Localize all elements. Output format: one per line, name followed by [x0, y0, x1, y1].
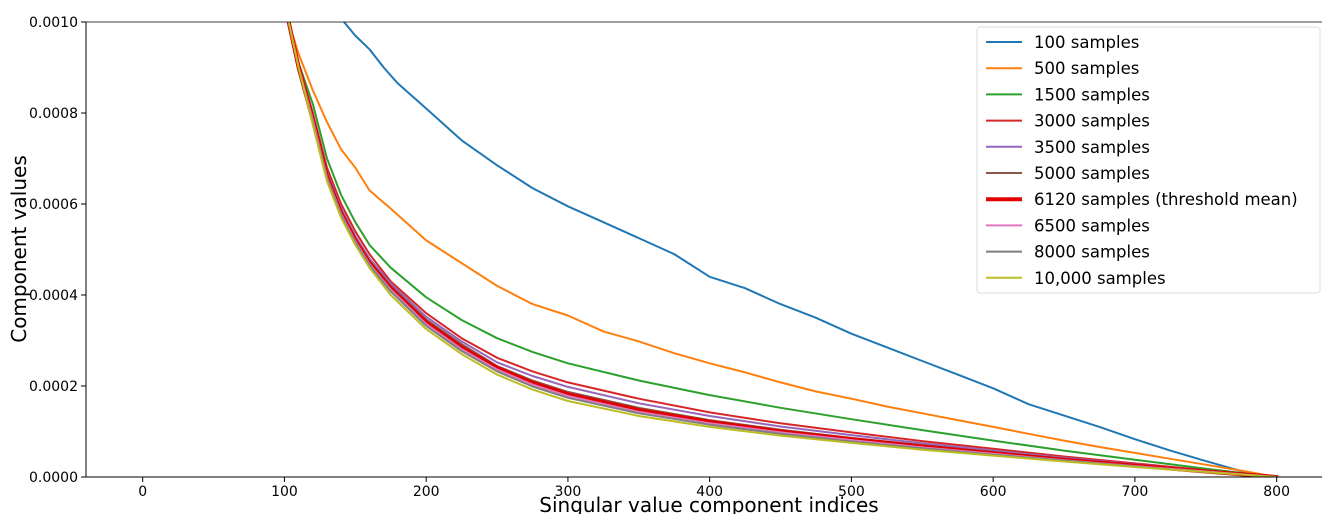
y-tick-label: 0.0000	[29, 470, 78, 486]
legend: 100 samples 500 samples 1500 samples 3000 s…	[976, 26, 1321, 294]
legend-label-5: 5000 samples	[1034, 164, 1150, 183]
series-line-9	[287, 22, 1278, 477]
y-tick-label: 0.0002	[29, 379, 78, 395]
axes: 0 100 200 300 400 500 600 700 800 0.0000 0.0002 0.0…	[29, 15, 1322, 500]
x-tick-label: 200	[413, 484, 440, 500]
y-tick-label: 0.0006	[29, 197, 78, 213]
y-tick-label: 0.0008	[29, 106, 78, 122]
series-line-1	[287, 22, 1278, 477]
legend-label-9: 10,000 samples	[1034, 269, 1166, 288]
x-tick-label: 100	[271, 484, 298, 500]
legend-label-0: 100 samples	[1034, 33, 1139, 52]
y-tick-label: 0.0004	[29, 288, 78, 304]
x-tick-label: 600	[980, 484, 1007, 500]
x-tick-label: 0	[138, 484, 147, 500]
legend-label-2: 1500 samples	[1034, 85, 1150, 104]
y-axis-label: Component values	[7, 155, 31, 343]
series-line-2	[287, 22, 1278, 477]
x-tick-label: 500	[838, 484, 865, 500]
legend-label-6: 6120 samples (threshold mean)	[1034, 190, 1298, 209]
y-tick-label: 0.0010	[29, 15, 78, 31]
series-line-0	[343, 22, 1278, 477]
x-tick-label: 800	[1263, 484, 1290, 500]
series-line-3	[287, 22, 1278, 477]
x-axis-label: Singular value component indices	[539, 493, 878, 514]
legend-label-8: 8000 samples	[1034, 243, 1150, 262]
legend-box	[976, 26, 1321, 294]
legend-label-4: 3500 samples	[1034, 138, 1150, 157]
legend-label-1: 500 samples	[1034, 59, 1139, 78]
x-tick-label: 300	[555, 484, 582, 500]
series-layer	[286, 22, 1279, 477]
x-tick-label: 400	[696, 484, 723, 500]
x-tick-label: 700	[1122, 484, 1149, 500]
legend-label-3: 3000 samples	[1034, 112, 1150, 131]
legend-label-7: 6500 samples	[1034, 216, 1150, 235]
